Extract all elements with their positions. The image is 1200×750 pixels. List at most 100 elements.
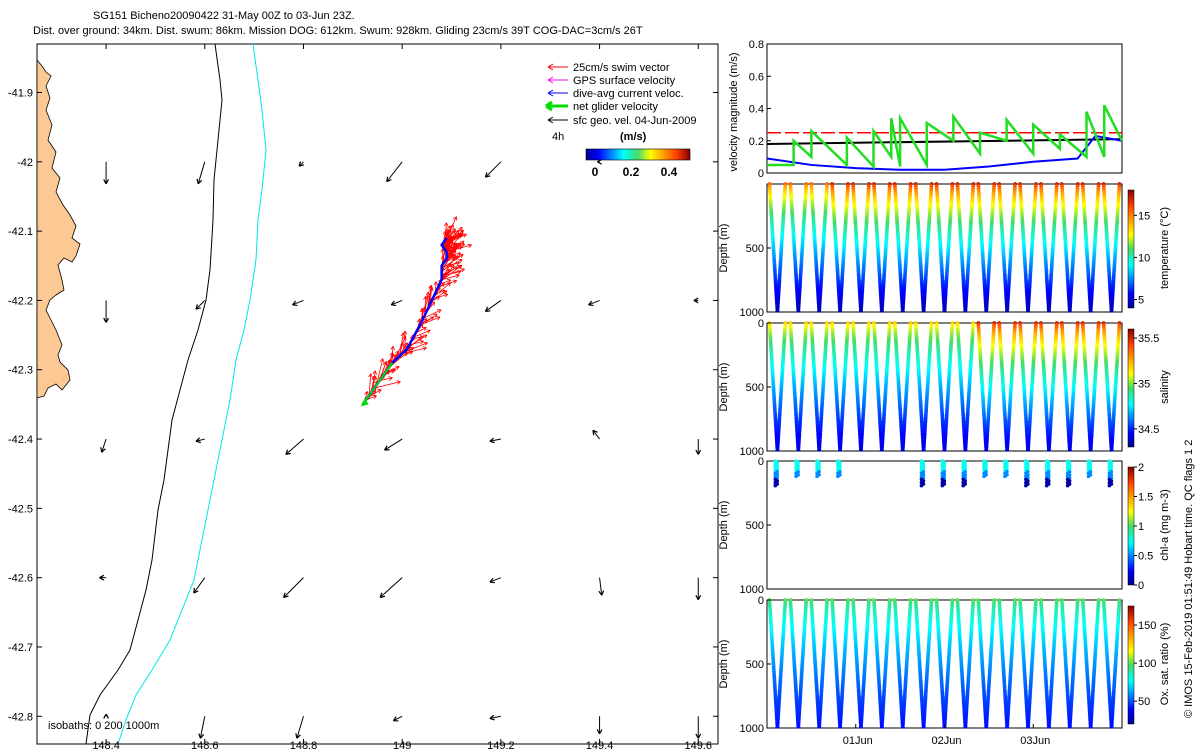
map-y-tick-label: -42.6 [8,573,33,585]
profile-point [776,448,780,452]
glider-figure: SG151 Bicheno20090422 31-May 00Z to 03-J… [0,0,1200,750]
colorbar-label: salinity [1159,370,1171,404]
profile-point [794,475,798,479]
profile-point [859,448,863,452]
profile-point [773,484,777,488]
profile-point [922,448,926,452]
map-x-tick-label: 148.4 [92,740,120,750]
map-y-tick-label: -42.4 [8,434,33,446]
profile-point [982,475,986,479]
profile-point [1026,448,1030,452]
profile-point [1089,309,1093,313]
colorbar-tick-label: 35 [1138,378,1150,390]
colorbar-tick-label: 0 [1138,580,1144,592]
profile-panels: 5001000Depth (m)51015 temperature (°C)050… [718,182,1171,747]
profile-point [1005,309,1009,313]
map-colorbar [586,149,690,160]
colorbar-tick-label: 2 [1138,462,1144,474]
map-panel: 148.4 148.6 148.8 149 149.2 149.4 149.6 -41.9-… [8,44,718,750]
profile-point [941,484,945,488]
profile-point [961,484,965,488]
profile-y-tick-label: 0 [758,318,764,330]
profile-point [838,309,842,313]
velocity-panel: 00.20.40.60.8 velocity magnitude (m/s) [728,39,1122,180]
profile-colorbar [1128,190,1134,308]
profile-ylabel: Depth (m) [718,224,730,273]
colorbar-tick-label: 0.5 [1138,551,1153,563]
map-x-tick-label: 148.8 [290,740,318,750]
profile-point [922,309,926,313]
colorbar-tick-label: 1 [1138,521,1144,533]
profile-point [1066,484,1070,488]
profile-point [859,309,863,313]
map-y-tick-label: -42.1 [8,226,33,238]
isobaths-label: isobaths: 0 200 1000m [48,720,159,732]
profile-point [901,448,905,452]
map-y-tick-label: -42 [17,157,33,169]
colorbar-label: chl-a (mg m-3) [1159,489,1171,561]
map-y-tick-label: -41.9 [8,88,33,100]
colorbar-tick: 0 [592,165,599,179]
profile-point [815,475,819,479]
map-x-tick-label: 149 [393,740,411,750]
profile-point [943,448,947,452]
profile-point [1110,448,1114,452]
map-y-tick-label: -42.7 [8,642,33,654]
velocity-y-tick-label: 0.4 [749,104,764,116]
profile-point [1108,484,1112,488]
figure-subtitle: Dist. over ground: 34km. Dist. swum: 86k… [33,25,643,37]
velocity-y-tick-label: 0 [758,168,764,180]
profile-point [964,448,968,452]
profile-point [984,448,988,452]
legend-time-label: 4h [552,131,564,143]
profile-panel: 05001000Depth (m)00.511.52chl-a (mg m-3) [718,456,1171,596]
colorbar-label: temperature (°C) [1159,207,1171,289]
colorbar-tick: 0.2 [623,165,640,179]
colorbar-tick-label: 35.5 [1138,333,1159,345]
profile-point [1003,475,1007,479]
profile-point [1068,448,1072,452]
velocity-y-tick-label: 0.2 [749,136,764,148]
profile-colorbar [1128,467,1134,585]
profile-ylabel: Depth (m) [718,363,730,412]
map-x-tick-label: 149.6 [684,740,712,750]
colorbar-tick-label: 10 [1138,252,1150,264]
profile-point [817,725,821,729]
profile-point [838,448,842,452]
profile-point [817,448,821,452]
profile-panel: 05001000Depth (m)50100150 Ox. sat. ratio … [718,595,1171,747]
map-y-tick-label: -42.5 [8,503,33,515]
velocity-frame [767,44,1122,173]
profile-point [797,309,801,313]
velocity-y-tick-label: 0.8 [749,39,764,51]
profile-point [1047,448,1051,452]
profile-point [1047,309,1051,313]
colorbar-tick-label: 15 [1138,210,1150,222]
profile-point [817,309,821,313]
profile-point [984,309,988,313]
profile-y-tick-label: 0 [758,456,764,468]
colorbar-tick-label: 5 [1138,295,1144,307]
colorbar-title: (m/s) [620,131,647,143]
profile-point [1024,484,1028,488]
map-x-tick-label: 149.4 [586,740,614,750]
map-y-tick-label: -42.3 [8,365,33,377]
profile-point [1087,475,1091,479]
profile-point [880,309,884,313]
profile-point [1005,448,1009,452]
profile-point [920,484,924,488]
profile-point [797,448,801,452]
profile-point [776,309,780,313]
profile-point [1045,484,1049,488]
profile-point [880,448,884,452]
profile-point [901,309,905,313]
map-y-tick-label: -42.2 [8,295,33,307]
map-y-tick-label: -42.8 [8,711,33,723]
profile-point [1110,309,1114,313]
profile-panel: 5001000Depth (m)51015 temperature (°C) [718,182,1171,319]
colorbar-tick-label: 1.5 [1138,492,1153,504]
profile-point [776,725,780,729]
profile-y-tick-label: 500 [746,243,764,255]
colorbar-tick: 0.4 [661,165,678,179]
profile-point [1068,309,1072,313]
